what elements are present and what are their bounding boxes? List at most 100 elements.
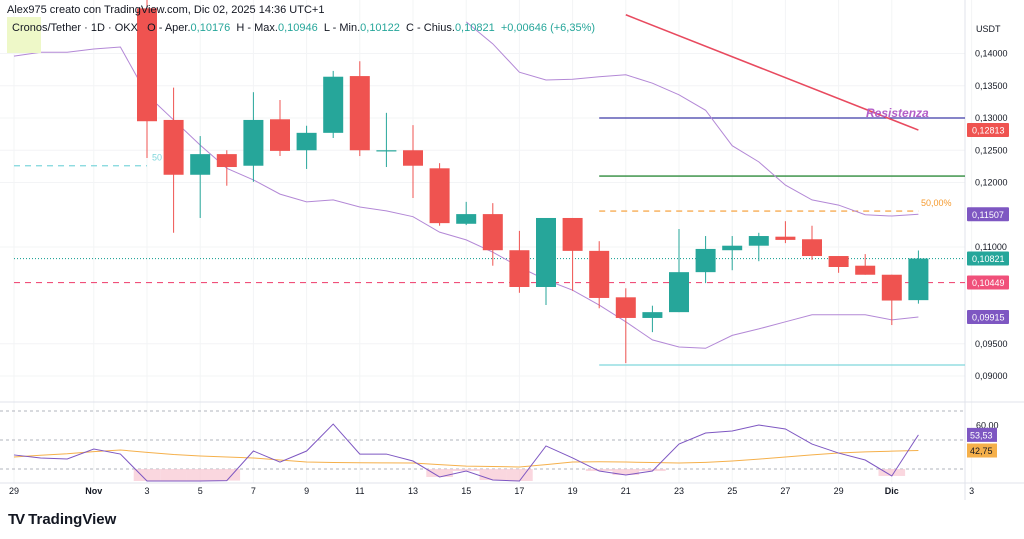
candle-body	[429, 168, 450, 224]
high-value: 0,10946	[277, 22, 318, 34]
candle-body	[589, 250, 610, 298]
price-badge	[967, 207, 1009, 222]
candle-body	[775, 236, 796, 240]
rsi-badge-text: 42,75	[970, 446, 993, 456]
rsi-oversold-fill	[426, 469, 453, 477]
candle-body	[748, 236, 769, 246]
time-tick: 11	[355, 486, 364, 496]
candle-body	[562, 217, 583, 251]
price-badge-text: 0,12813	[972, 126, 1005, 136]
time-tick: 27	[780, 486, 790, 496]
rsi-oversold-fill	[133, 469, 161, 481]
candle-body	[137, 8, 157, 122]
time-tick: 13	[408, 486, 418, 496]
rsi-oversold-fill	[585, 469, 613, 472]
resistance-label: Resistenza	[866, 106, 929, 120]
price-tick: 0,09500	[975, 339, 1008, 349]
candle-body	[296, 132, 317, 151]
price-badge	[967, 275, 1009, 290]
price-tick: 0,12500	[975, 145, 1008, 155]
tradingview-logo[interactable]: TV TradingView	[8, 511, 116, 528]
candle-body	[376, 150, 397, 152]
chart-attribution: Alex975 creato con TradingView.com, Dic …	[7, 4, 325, 16]
rsi-badge	[967, 443, 997, 458]
close-label: C - Chius.	[406, 22, 455, 34]
logo-text: TradingView	[28, 511, 117, 528]
open-value: 0,10176	[190, 22, 231, 34]
time-tick: Dic	[885, 486, 899, 496]
candle-body	[722, 245, 743, 251]
candle-body	[456, 214, 477, 224]
rsi-badge-text: 53,53	[970, 430, 993, 440]
candle-body	[509, 250, 530, 287]
candle-body	[270, 119, 290, 151]
price-badge-text: 0,10449	[972, 278, 1005, 288]
fib-label-left: 50	[152, 153, 162, 163]
low-value: 0,10122	[360, 22, 400, 34]
rsi-oversold-fill	[878, 469, 906, 476]
price-badge-text: 0,10821	[972, 254, 1005, 264]
rsi-oversold-fill	[479, 469, 507, 481]
candle-body	[323, 76, 344, 133]
candle-body	[615, 297, 636, 318]
candle-body	[855, 265, 876, 275]
symbol-label[interactable]: Cronos/Tether · 1D · OKX	[12, 22, 138, 34]
candle-body	[190, 154, 211, 175]
time-tick: Nov	[85, 486, 102, 496]
ohlc-legend: Cronos/Tether · 1D · OKX O - Aper.0,1017…	[12, 22, 595, 34]
price-tick: 0,14000	[975, 49, 1008, 59]
resistance-trendline	[625, 14, 919, 131]
time-tick: 9	[304, 486, 309, 496]
rsi-oversold-fill	[639, 469, 666, 472]
candle-body	[669, 272, 689, 313]
tradingview-logo-icon: TV	[8, 511, 25, 528]
price-tick: 0,13000	[975, 113, 1008, 123]
time-tick: 29	[9, 486, 19, 496]
price-tick: 0,12000	[975, 178, 1008, 188]
candle-body	[802, 239, 822, 257]
rsi-oversold-fill	[612, 469, 640, 475]
rsi-line	[13, 423, 919, 482]
rsi-oversold-fill	[506, 469, 533, 481]
price-tick: 0,11000	[975, 242, 1007, 252]
price-badge-text: 0,11507	[972, 210, 1004, 220]
candle-body	[482, 214, 503, 251]
price-tick: 0,09000	[975, 371, 1008, 381]
rsi-oversold-fill	[213, 469, 241, 481]
time-tick: 17	[514, 486, 524, 496]
rsi-badge	[967, 427, 997, 442]
price-tick: 0,13500	[975, 81, 1008, 91]
time-tick: 21	[621, 486, 631, 496]
upper-band-line	[465, 21, 919, 217]
rsi-oversold-fill	[186, 469, 214, 481]
price-badge	[967, 309, 1009, 324]
candle-body	[908, 258, 929, 301]
time-tick: 19	[568, 486, 578, 496]
candle-body	[216, 154, 237, 168]
time-tick: 15	[461, 486, 471, 496]
time-tick: 3	[144, 486, 149, 496]
currency-label: USDT	[976, 24, 1001, 34]
time-tick: 23	[674, 486, 684, 496]
price-badge	[967, 123, 1009, 138]
time-tick: 5	[198, 486, 203, 496]
candle-body	[243, 119, 264, 166]
high-label: H - Max.	[236, 22, 278, 34]
time-tick: 25	[727, 486, 737, 496]
candle-body	[349, 76, 370, 151]
candle-body	[536, 217, 556, 287]
fib-label: 50,00%	[921, 198, 952, 208]
legend-highlight	[7, 17, 41, 53]
candle-body	[642, 312, 663, 318]
time-tick: 3	[969, 486, 974, 496]
time-tick: 7	[251, 486, 256, 496]
candle-body	[403, 150, 423, 166]
lower-band-line	[13, 46, 919, 349]
candle-body	[881, 274, 902, 301]
time-tick: 29	[834, 486, 844, 496]
rsi-oversold-fill	[160, 469, 187, 481]
candle-body	[828, 256, 849, 267]
close-value: 0,10821	[454, 22, 495, 34]
price-badge	[967, 251, 1009, 266]
